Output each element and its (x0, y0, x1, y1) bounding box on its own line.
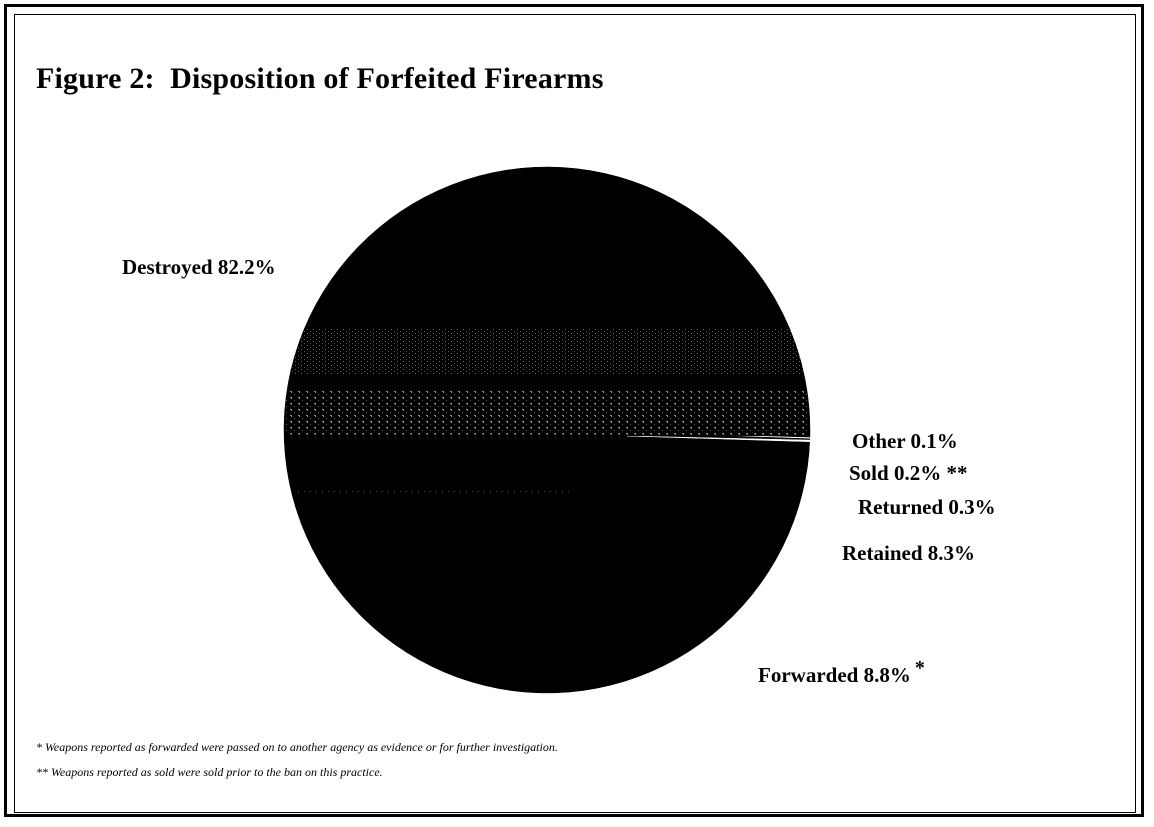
slice-other (626, 435, 811, 442)
label-forwarded-asterisk: * (915, 657, 925, 679)
slice-labels: Destroyed 82.2% Forwarded 8.8% * Retained 8… (122, 255, 996, 687)
pie-texture (284, 328, 810, 493)
footnote-forwarded: * Weapons reported as forwarded were pas… (36, 740, 558, 754)
label-retained: Retained 8.3% (842, 541, 975, 565)
inner-frame (14, 14, 1136, 813)
label-other: Other 0.1% (852, 429, 958, 453)
label-forwarded: Forwarded 8.8% (758, 663, 911, 687)
texture-band-upper (284, 328, 810, 374)
chart-title: Figure 2: Disposition of Forfeited Firea… (36, 62, 604, 95)
label-returned: Returned 0.3% (858, 495, 996, 519)
label-sold: Sold 0.2% ** (849, 461, 967, 485)
texture-band-thin (296, 490, 572, 493)
footnote-sold: ** Weapons reported as sold were sold pr… (36, 765, 383, 779)
texture-band-lower (284, 390, 810, 436)
label-destroyed: Destroyed 82.2% (122, 255, 276, 279)
outer-frame (4, 4, 1144, 817)
